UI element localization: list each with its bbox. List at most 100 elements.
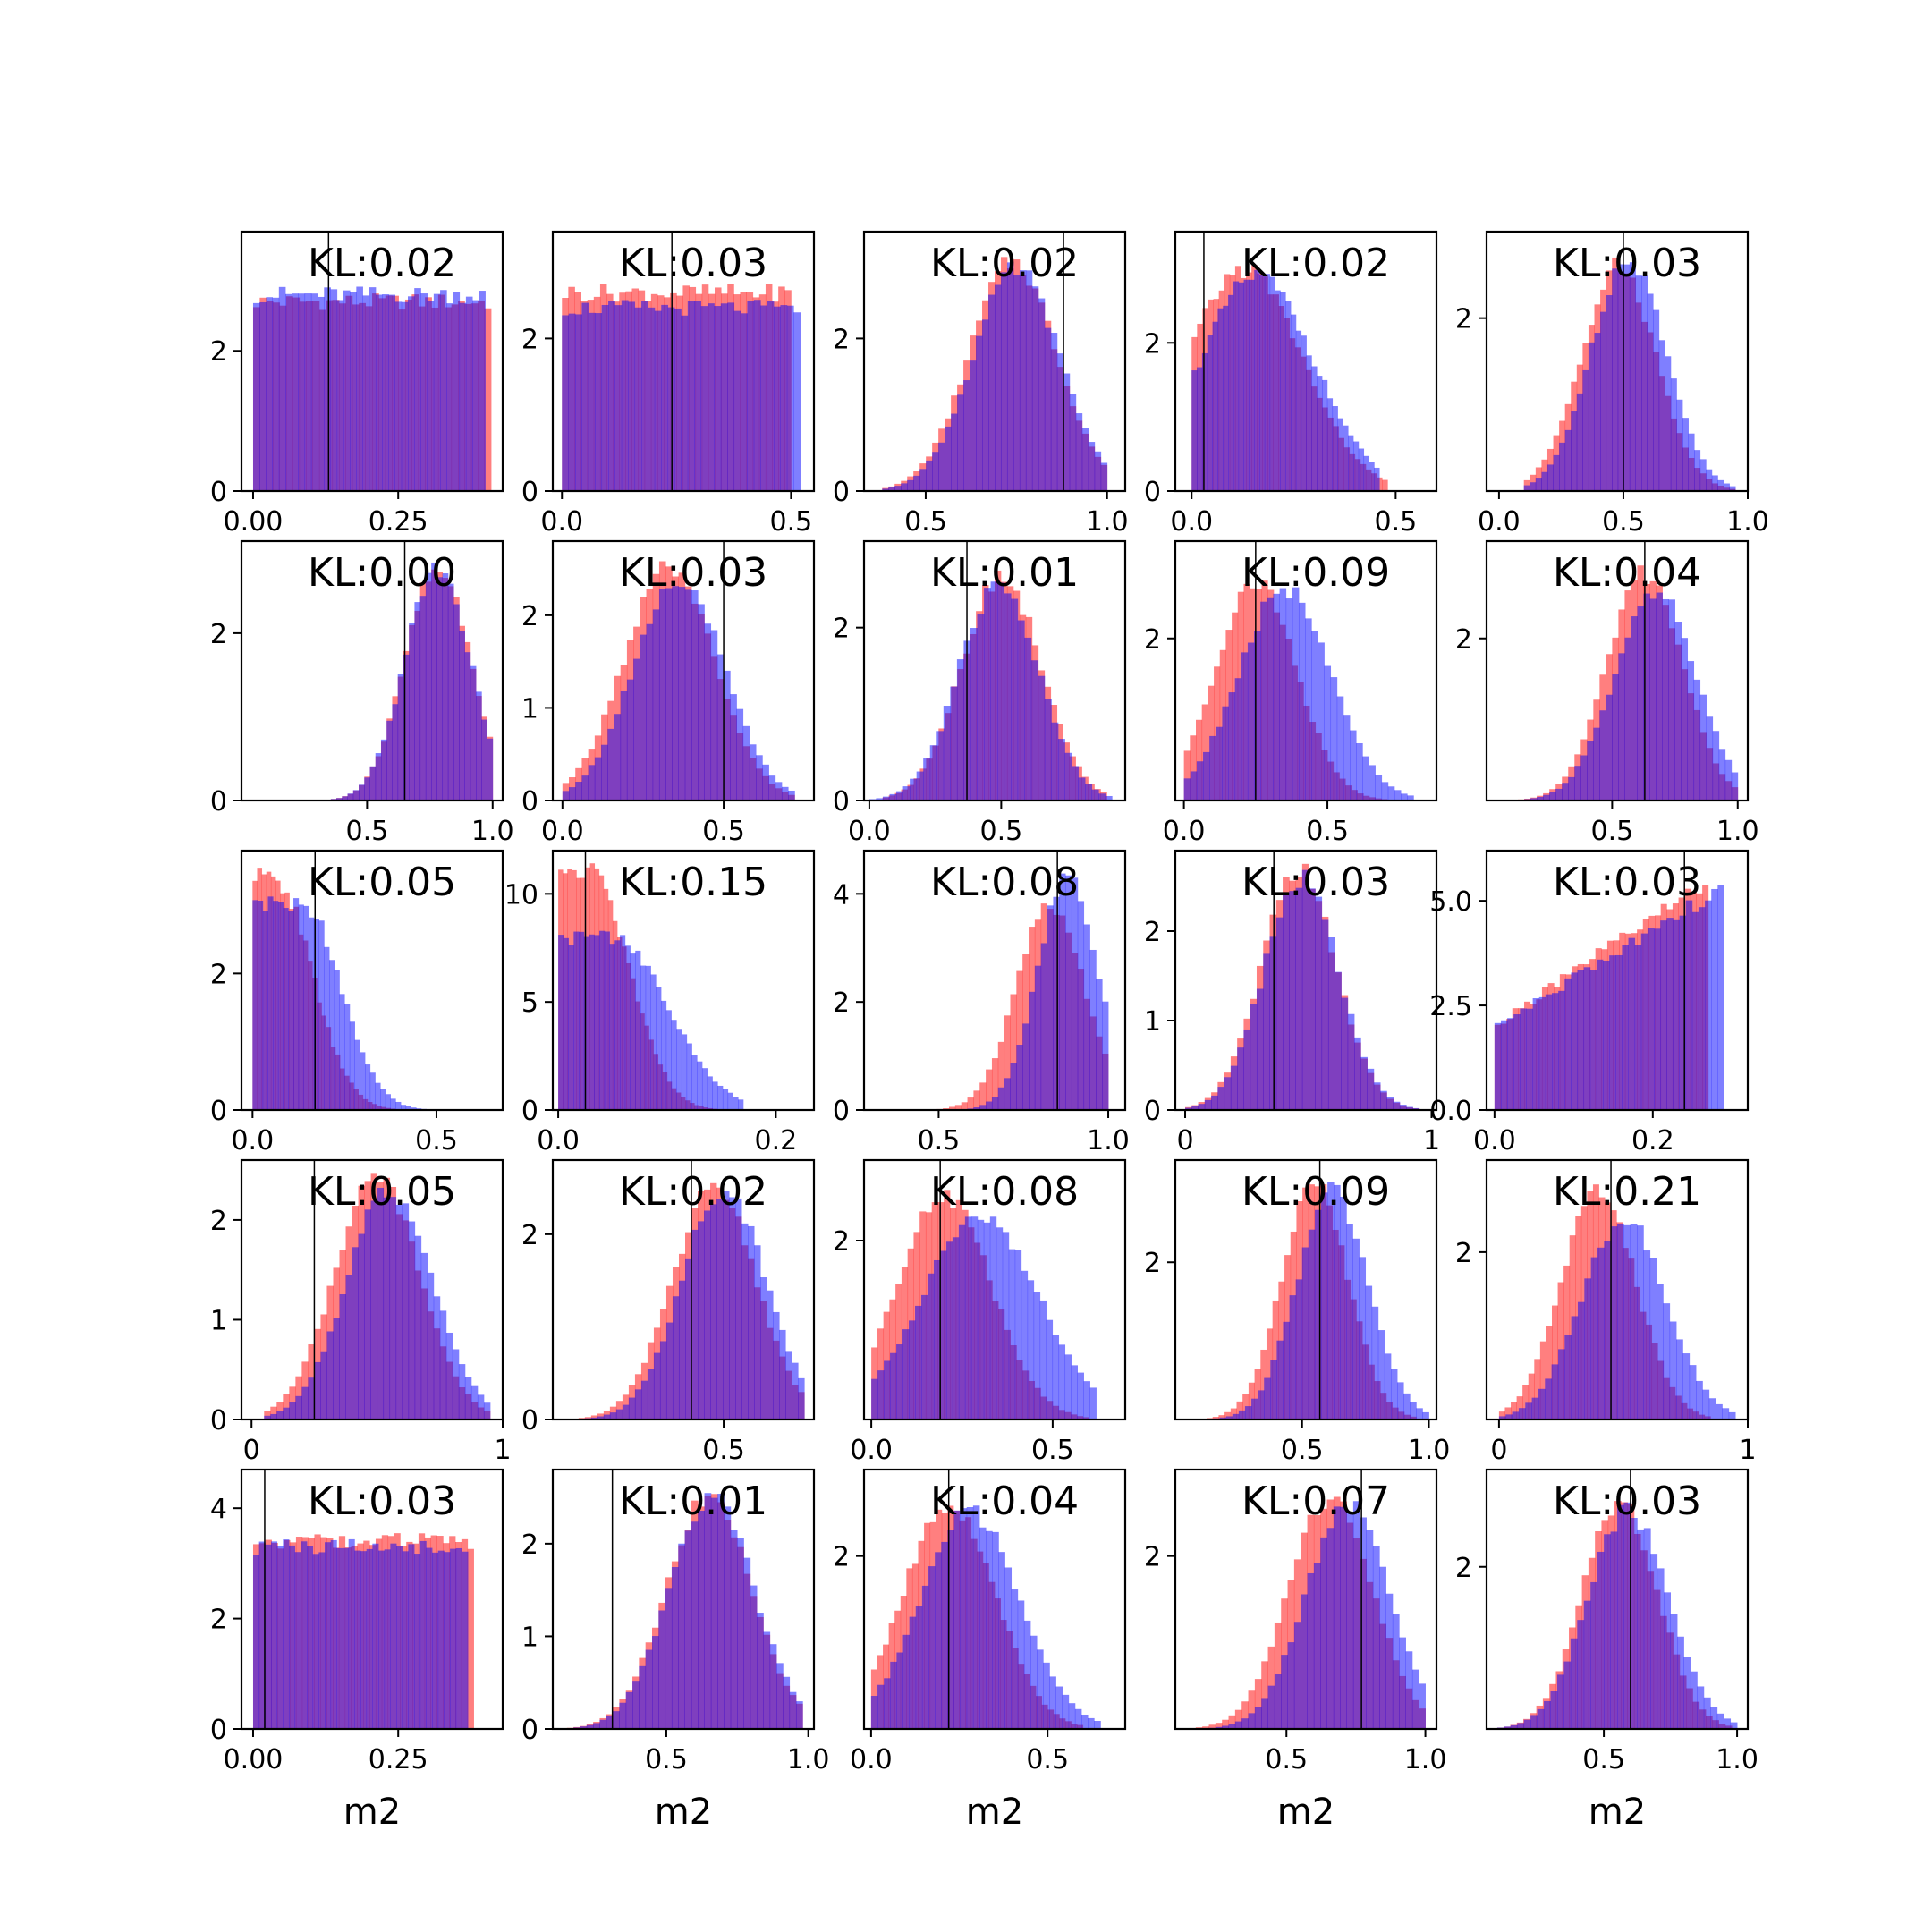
posterior-bar — [1669, 1321, 1677, 1419]
posterior-bar — [1518, 1408, 1526, 1419]
posterior-bar — [1332, 406, 1338, 491]
posterior-bar — [1085, 784, 1093, 801]
kl-divergence-label: KL:0.08 — [930, 1169, 1079, 1215]
posterior-bar — [1564, 1335, 1572, 1419]
posterior-bar — [1596, 959, 1604, 1110]
posterior-bar — [1617, 1223, 1624, 1419]
posterior-bar — [1520, 1008, 1527, 1110]
posterior-bar — [1718, 749, 1726, 801]
posterior-bar — [348, 1538, 355, 1729]
posterior-bar — [408, 1544, 415, 1729]
x-tick-label: 0 — [1490, 1435, 1507, 1466]
posterior-bar — [1289, 1295, 1297, 1419]
posterior-bar — [1523, 1719, 1531, 1729]
posterior-bar — [1038, 298, 1046, 491]
posterior-bar — [1654, 928, 1661, 1110]
posterior-bar — [320, 1351, 327, 1419]
posterior-bar — [370, 1200, 378, 1419]
prior-bar — [1222, 1719, 1229, 1729]
posterior-bar — [1052, 1335, 1060, 1419]
posterior-bar — [1570, 1638, 1578, 1729]
posterior-bar — [352, 790, 360, 801]
posterior-bar — [1301, 869, 1309, 1110]
posterior-bar — [408, 1221, 416, 1419]
prior-bar — [283, 1394, 290, 1419]
posterior-bar — [964, 1216, 972, 1419]
posterior-bar — [1219, 1417, 1227, 1419]
posterior-bar — [945, 1241, 953, 1419]
posterior-bar — [1545, 994, 1553, 1110]
posterior-bar — [941, 1541, 948, 1729]
posterior-bar — [1583, 1600, 1591, 1729]
x-tick-label: 0.5 — [415, 1125, 458, 1157]
posterior-bar — [1641, 275, 1648, 491]
posterior-bar — [648, 307, 656, 491]
posterior-bar — [928, 1566, 936, 1729]
posterior-bar — [870, 1696, 878, 1729]
x-tick-label: 1.0 — [787, 1744, 830, 1775]
posterior-bar — [569, 787, 576, 801]
subplot-r0-c0: 0.00 0.25 0 2 KL:0.02 — [210, 230, 504, 538]
posterior-bar — [1705, 900, 1712, 1110]
posterior-bar — [634, 307, 642, 491]
posterior-bar — [1679, 915, 1687, 1110]
posterior-bar — [697, 1061, 703, 1110]
posterior-bar — [1374, 467, 1380, 491]
posterior-bar — [431, 562, 437, 801]
axes-frame — [862, 230, 1127, 493]
prior-bar — [584, 1417, 592, 1419]
posterior-histogram — [558, 930, 744, 1110]
posterior-bar — [324, 287, 331, 491]
posterior-bar — [1285, 301, 1292, 491]
posterior-bar — [793, 312, 801, 491]
posterior-bar — [388, 294, 395, 491]
posterior-bar — [976, 335, 983, 491]
posterior-bar — [283, 1407, 290, 1419]
posterior-bar — [476, 691, 482, 801]
posterior-bar — [1222, 706, 1229, 801]
axes-frame — [551, 849, 816, 1112]
x-tick-label: 0.0 — [540, 506, 583, 538]
posterior-bar — [1017, 1600, 1025, 1729]
posterior-bar — [776, 1663, 784, 1729]
posterior-bar — [1081, 428, 1089, 491]
posterior-bar — [1525, 1402, 1532, 1419]
x-tick-label: 0.5 — [1375, 506, 1418, 538]
posterior-bar — [1010, 1063, 1017, 1110]
prior-bar — [1218, 1415, 1225, 1419]
posterior-bar — [1000, 272, 1008, 491]
posterior-bar — [1673, 919, 1680, 1110]
posterior-bar — [876, 798, 884, 801]
kl-divergence-label: KL:0.08 — [930, 860, 1079, 905]
kl-divergence-label: KL:0.02 — [930, 241, 1079, 286]
posterior-bar — [1670, 378, 1677, 491]
axes-frame — [1174, 849, 1438, 1112]
posterior-bar — [1392, 1614, 1400, 1729]
posterior-bar — [1088, 442, 1096, 491]
posterior-bar — [1367, 1068, 1375, 1110]
posterior-bar — [1203, 751, 1210, 801]
posterior-bar — [1347, 1013, 1355, 1110]
posterior-bar — [1375, 775, 1383, 801]
posterior-bar — [1222, 1725, 1229, 1729]
posterior-bar — [1535, 478, 1542, 491]
posterior-bar — [609, 1412, 617, 1419]
axes-frame — [240, 1158, 504, 1421]
posterior-bar — [586, 1724, 594, 1729]
posterior-bar — [1043, 1662, 1050, 1729]
prior-bar — [1224, 1411, 1232, 1419]
posterior-bar — [1263, 953, 1270, 1110]
y-tick-label: 0 — [521, 1715, 538, 1746]
posterior-bar — [389, 1197, 397, 1419]
posterior-bar — [444, 1552, 451, 1729]
posterior-bar — [1068, 1703, 1076, 1729]
posterior-bar — [704, 1493, 712, 1729]
posterior-bar — [1577, 970, 1585, 1110]
posterior-bar — [1063, 373, 1071, 491]
x-tick-label: 1.0 — [1086, 506, 1129, 538]
posterior-bar — [760, 1277, 767, 1419]
posterior-bar — [970, 628, 978, 801]
posterior-bar — [472, 300, 479, 491]
posterior-bar — [298, 293, 306, 491]
posterior-bar — [1317, 376, 1323, 491]
